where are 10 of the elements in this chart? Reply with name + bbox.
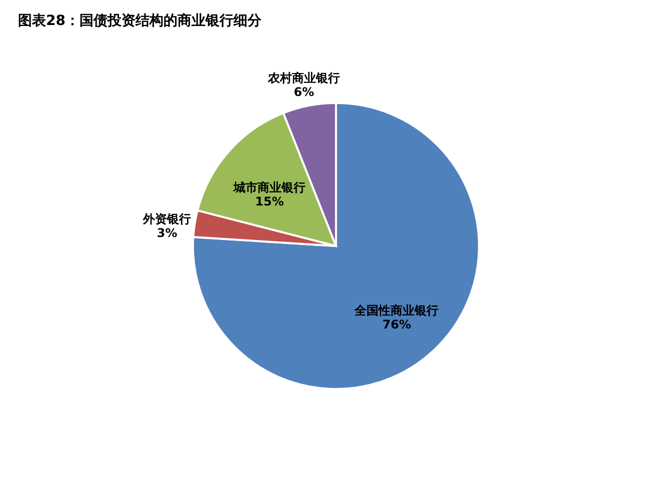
data-label: 3% bbox=[156, 226, 178, 240]
slice-label: 外资银行 bbox=[142, 212, 192, 226]
data-label: 6% bbox=[294, 85, 314, 100]
slice-label: 全国性商业银行 bbox=[354, 304, 439, 318]
slice-label: 城市商业银行 bbox=[232, 180, 306, 194]
data-label: 76% bbox=[382, 318, 412, 332]
data-label: 15% bbox=[255, 194, 284, 208]
chart-title: 图表28：国债投资结构的商业银行细分 bbox=[18, 12, 262, 29]
slice-label: 农村商业银行 bbox=[266, 71, 340, 86]
pie-slice bbox=[192, 102, 480, 390]
